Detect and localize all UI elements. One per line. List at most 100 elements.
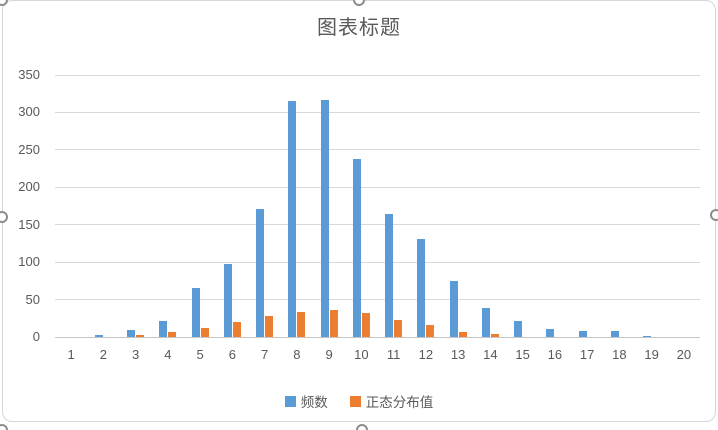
- gridline-y-300: [55, 111, 700, 113]
- selection-handle-bottom-left[interactable]: [0, 424, 8, 430]
- bar-series1-cat10[interactable]: [352, 158, 361, 337]
- x-tick-label-16: 16: [547, 347, 563, 362]
- y-tick-label-250: 250: [18, 141, 40, 157]
- x-tick-label-10: 10: [354, 347, 369, 362]
- category-group-10: [345, 75, 377, 337]
- category-group-3: [120, 75, 152, 337]
- x-tick-label-8: 8: [293, 347, 301, 362]
- x-tick-label-13: 13: [450, 347, 466, 362]
- selection-handle-top-left[interactable]: [0, 0, 8, 6]
- x-axis-tick-labels: 1 2 3 4 5 6 7 8 9 10 11 12 13 14 15 16 17 18 19 20: [55, 347, 700, 363]
- legend-item-series2[interactable]: 正态分布值: [349, 391, 434, 411]
- category-group-11: [378, 75, 410, 337]
- bar-series1-cat16[interactable]: [546, 328, 555, 337]
- category-group-13: [442, 75, 474, 337]
- bar-series1-cat12[interactable]: [417, 238, 426, 337]
- bar-series1-cat8[interactable]: [288, 101, 297, 337]
- category-group-17: [571, 75, 603, 337]
- x-tick-label-9: 9: [325, 347, 333, 362]
- bar-series2-cat9[interactable]: [329, 310, 338, 337]
- x-tick-label-5: 5: [196, 347, 204, 362]
- bar-series1-cat13[interactable]: [449, 280, 458, 337]
- x-tick-label-2: 2: [99, 347, 107, 362]
- bar-series1-cat17[interactable]: [578, 331, 587, 337]
- y-axis-tick-labels: 0 50 100 150 200 250 300 350: [0, 68, 40, 344]
- x-tick-label-1: 1: [67, 347, 75, 362]
- x-tick-label-15: 15: [515, 347, 530, 362]
- x-tick-label-18: 18: [612, 347, 627, 362]
- category-group-8: [281, 75, 313, 337]
- category-group-12: [410, 75, 442, 337]
- bar-series1-cat11[interactable]: [385, 213, 394, 337]
- chart-title[interactable]: 图表标题: [317, 17, 401, 39]
- x-tick-label-17: 17: [579, 347, 595, 362]
- bar-series1-cat5[interactable]: [191, 288, 200, 337]
- bar-series2-cat7[interactable]: [265, 316, 274, 337]
- bar-series1-cat6[interactable]: [223, 264, 232, 337]
- bar-series2-cat12[interactable]: [426, 325, 435, 337]
- bar-series2-cat3[interactable]: [136, 334, 145, 337]
- bar-series1-cat4[interactable]: [159, 321, 168, 337]
- legend-label-series2: 正态分布值: [365, 395, 434, 410]
- gridline-y-50: [55, 299, 700, 301]
- selection-handle-bottom-center[interactable]: [356, 424, 368, 430]
- x-tick-label-20: 20: [676, 347, 692, 362]
- gridline-y-200: [55, 186, 700, 188]
- gridline-y-100: [55, 261, 700, 263]
- category-group-14: [474, 75, 506, 337]
- bar-series2-cat14[interactable]: [490, 334, 499, 337]
- legend-item-series1[interactable]: 频数: [284, 391, 328, 411]
- gridline-y-150: [55, 224, 700, 226]
- bar-series2-cat4[interactable]: [168, 331, 177, 337]
- y-tick-label-50: 50: [25, 291, 40, 307]
- bar-series1-cat7[interactable]: [256, 209, 265, 337]
- gridline-y-350: [55, 74, 700, 76]
- y-tick-label-0: 0: [32, 329, 40, 344]
- selection-handle-middle-left[interactable]: [0, 211, 8, 223]
- gridline-y-250: [55, 149, 700, 151]
- bar-series1-cat2[interactable]: [94, 334, 103, 337]
- bar-series2-cat6[interactable]: [232, 322, 241, 337]
- category-group-5: [184, 75, 216, 337]
- y-tick-label-300: 300: [18, 104, 40, 120]
- x-tick-label-19: 19: [644, 347, 659, 362]
- y-tick-label-100: 100: [18, 254, 40, 270]
- bar-series1-cat14[interactable]: [481, 307, 490, 337]
- category-group-19: [636, 75, 668, 337]
- bar-series1-cat19[interactable]: [643, 335, 652, 337]
- bar-series2-cat11[interactable]: [394, 319, 403, 337]
- bar-series1-cat15[interactable]: [514, 320, 523, 337]
- legend-label-series1: 频数: [300, 395, 328, 410]
- bar-series2-cat5[interactable]: [200, 328, 209, 337]
- bar-series1-cat9[interactable]: [320, 99, 329, 337]
- x-tick-label-7: 7: [261, 347, 269, 362]
- legend-swatch-series2-icon: [349, 395, 361, 407]
- chart-legend[interactable]: 频数 正态分布值: [0, 391, 718, 411]
- bar-series2-cat10[interactable]: [361, 313, 370, 337]
- category-group-20: [668, 75, 700, 337]
- selection-handle-middle-right[interactable]: [710, 209, 718, 221]
- x-tick-label-11: 11: [386, 347, 401, 362]
- bar-series1-cat18[interactable]: [610, 331, 619, 337]
- category-group-15: [507, 75, 539, 337]
- y-tick-label-200: 200: [18, 179, 40, 195]
- category-group-6: [216, 75, 248, 337]
- category-group-2: [87, 75, 119, 337]
- category-group-7: [249, 75, 281, 337]
- x-tick-label-12: 12: [418, 347, 434, 362]
- category-group-9: [313, 75, 345, 337]
- x-tick-label-4: 4: [164, 347, 172, 362]
- bar-series2-cat13[interactable]: [458, 331, 467, 337]
- bar-series1-cat3[interactable]: [127, 329, 136, 337]
- bar-series2-cat8[interactable]: [297, 311, 306, 337]
- selection-handle-top-center[interactable]: [353, 0, 365, 6]
- category-group-4: [152, 75, 184, 337]
- category-group-1: [55, 75, 87, 337]
- category-group-18: [603, 75, 635, 337]
- plot-area[interactable]: [55, 74, 700, 338]
- x-tick-label-14: 14: [483, 347, 498, 362]
- y-tick-label-150: 150: [18, 216, 40, 232]
- x-axis-line: [55, 337, 700, 338]
- x-tick-label-6: 6: [228, 347, 236, 362]
